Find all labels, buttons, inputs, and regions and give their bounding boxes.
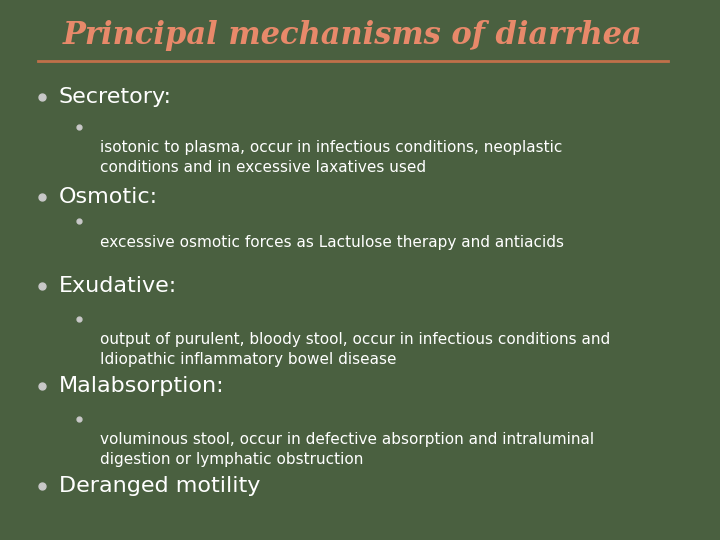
Text: isotonic to plasma, occur in infectious conditions, neoplastic
conditions and in: isotonic to plasma, occur in infectious … [100,140,562,175]
Text: excessive osmotic forces as Lactulose therapy and antiacids: excessive osmotic forces as Lactulose th… [100,235,564,250]
Text: voluminous stool, occur in defective absorption and intraluminal
digestion or ly: voluminous stool, occur in defective abs… [100,432,594,467]
Text: Deranged motility: Deranged motility [59,476,260,496]
Text: output of purulent, bloody stool, occur in infectious conditions and
Idiopathic : output of purulent, bloody stool, occur … [100,332,610,367]
Text: Exudative:: Exudative: [59,276,177,296]
Text: Secretory:: Secretory: [59,87,172,107]
Text: Malabsorption:: Malabsorption: [59,376,225,396]
Text: Osmotic:: Osmotic: [59,187,158,207]
Text: Principal mechanisms of diarrhea: Principal mechanisms of diarrhea [63,19,643,51]
